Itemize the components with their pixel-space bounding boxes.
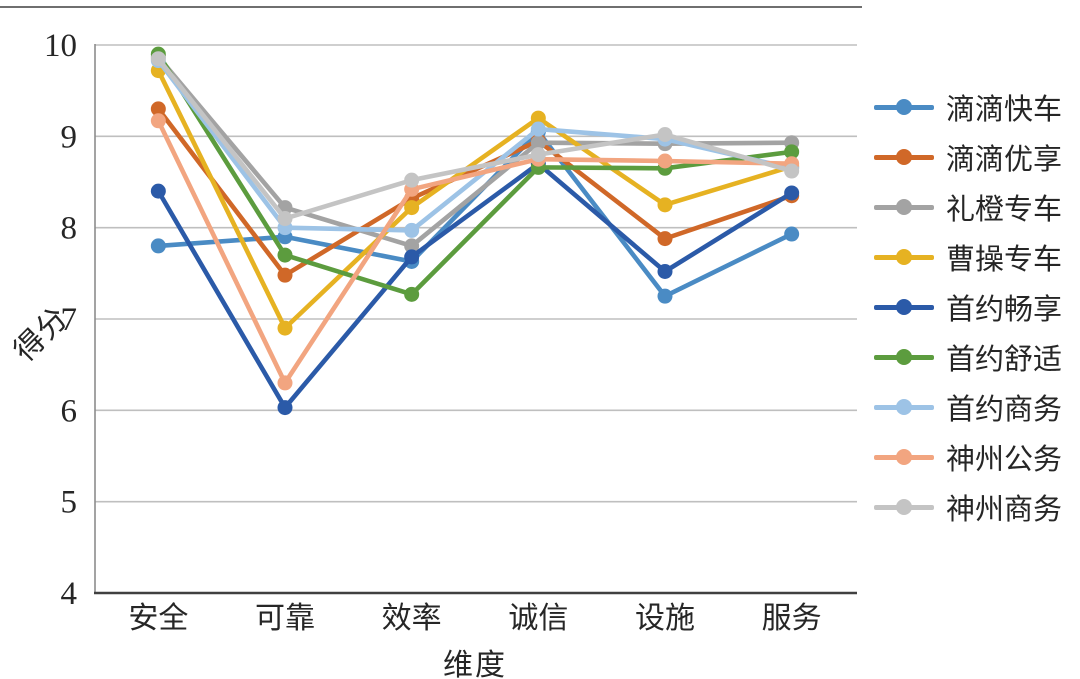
- series-line-滴滴快车: [156, 129, 794, 299]
- legend-dot: [896, 448, 912, 465]
- legend-item-神州公务: 神州公务: [874, 440, 1062, 476]
- series-point-滴滴优享-可靠: [277, 267, 293, 283]
- series-point-礼橙专车-诚信: [530, 135, 546, 151]
- series-point-首约舒适-服务: [784, 144, 800, 160]
- y-tick-8: 8: [61, 211, 78, 247]
- y-tick-4: 4: [61, 576, 78, 612]
- y-tick-9: 9: [61, 119, 78, 155]
- series-point-神州公务-安全: [150, 113, 166, 129]
- x-tick-效率: 效率: [382, 602, 442, 635]
- legend-dot: [896, 248, 912, 265]
- y-tick-6: 6: [61, 393, 78, 429]
- series-point-神州商务-服务: [784, 163, 800, 179]
- legend-item-滴滴快车: 滴滴快车: [874, 90, 1062, 126]
- series-point-首约畅享-服务: [784, 185, 800, 201]
- series-point-首约畅享-安全: [150, 183, 166, 199]
- series-point-首约舒适-效率: [404, 286, 420, 302]
- series-line-首约商务: [156, 58, 794, 233]
- series-point-滴滴优享-安全: [150, 101, 166, 117]
- series-point-神州商务-可靠: [277, 211, 293, 227]
- series-point-曹操专车-设施: [657, 197, 673, 213]
- x-tick-服务: 服务: [762, 602, 822, 635]
- legend-item-首约舒适: 首约舒适: [874, 340, 1062, 376]
- legend-label: 滴滴优享: [946, 143, 1063, 176]
- legend-label: 滴滴快车: [946, 93, 1063, 126]
- legend-label: 首约商务: [946, 393, 1063, 426]
- x-tick-诚信: 诚信: [508, 602, 568, 635]
- legend-dot: [896, 98, 912, 115]
- series-point-滴滴快车-设施: [657, 288, 673, 304]
- legend-label: 礼橙专车: [946, 193, 1063, 226]
- series-line-礼橙专车: [156, 54, 794, 249]
- series-line-首约舒适: [156, 51, 794, 297]
- series-line-曹操专车: [156, 68, 794, 331]
- series-point-滴滴优享-设施: [657, 231, 673, 247]
- legend-item-曹操专车: 曹操专车: [874, 240, 1062, 276]
- legend-item-礼橙专车: 礼橙专车: [874, 190, 1062, 226]
- legend-marker-icon: [874, 348, 934, 365]
- legend: 滴滴快车滴滴优享礼橙专车曹操专车首约畅享首约舒适首约商务神州公务神州商务: [874, 90, 1062, 526]
- legend-label: 首约畅享: [946, 293, 1063, 326]
- legend-marker-icon: [874, 248, 934, 265]
- legend-item-滴滴优享: 滴滴优享: [874, 140, 1062, 176]
- x-axis-title: 维度: [443, 649, 507, 679]
- legend-item-首约商务: 首约商务: [874, 390, 1062, 426]
- legend-marker-icon: [874, 298, 934, 315]
- legend-dot: [896, 398, 912, 415]
- legend-dot: [896, 348, 912, 365]
- series-point-曹操专车-可靠: [277, 320, 293, 336]
- series-point-首约畅享-效率: [404, 249, 420, 265]
- legend-marker-icon: [874, 498, 934, 515]
- series-point-首约舒适-可靠: [277, 247, 293, 263]
- series-point-神州商务-设施: [657, 127, 673, 143]
- legend-dot: [896, 498, 912, 515]
- legend-marker-icon: [874, 198, 934, 215]
- series-line-首约畅享: [156, 161, 794, 410]
- series-point-首约畅享-可靠: [277, 400, 293, 416]
- legend-marker-icon: [874, 148, 934, 165]
- y-tick-7: 7: [61, 302, 78, 338]
- page-edge-line: [0, 6, 862, 8]
- series-point-滴滴快车-服务: [784, 226, 800, 242]
- series-point-神州商务-诚信: [530, 147, 546, 163]
- series-point-神州公务-可靠: [277, 375, 293, 391]
- series-point-礼橙专车-效率: [404, 238, 420, 254]
- series-point-首约商务-诚信: [530, 121, 546, 137]
- legend-label: 神州商务: [946, 493, 1063, 526]
- series-point-滴滴快车-安全: [150, 238, 166, 254]
- legend-dot: [896, 298, 912, 315]
- series-point-曹操专车-诚信: [530, 110, 546, 126]
- x-tick-安全: 安全: [128, 602, 188, 635]
- series-line-神州商务: [156, 56, 794, 221]
- x-tick-设施: 设施: [635, 602, 695, 635]
- legend-item-神州商务: 神州商务: [874, 490, 1062, 526]
- series-point-首约商务-效率: [404, 222, 420, 238]
- series-line-神州公务: [156, 118, 794, 386]
- legend-dot: [896, 198, 912, 215]
- series-point-神州商务-安全: [150, 51, 166, 67]
- y-tick-10: 10: [44, 28, 77, 64]
- legend-marker-icon: [874, 398, 934, 415]
- legend-label: 曹操专车: [946, 243, 1063, 276]
- series-point-曹操专车-效率: [404, 200, 420, 216]
- series-point-神州公务-设施: [657, 153, 673, 169]
- series-point-神州商务-效率: [404, 172, 420, 188]
- legend-item-首约畅享: 首约畅享: [874, 290, 1062, 326]
- legend-marker-icon: [874, 98, 934, 115]
- legend-label: 神州公务: [946, 443, 1063, 476]
- legend-marker-icon: [874, 448, 934, 465]
- series-point-首约畅享-设施: [657, 264, 673, 280]
- legend-dot: [896, 148, 912, 165]
- legend-label: 首约舒适: [946, 343, 1063, 376]
- x-tick-可靠: 可靠: [255, 602, 315, 635]
- y-tick-5: 5: [61, 485, 78, 521]
